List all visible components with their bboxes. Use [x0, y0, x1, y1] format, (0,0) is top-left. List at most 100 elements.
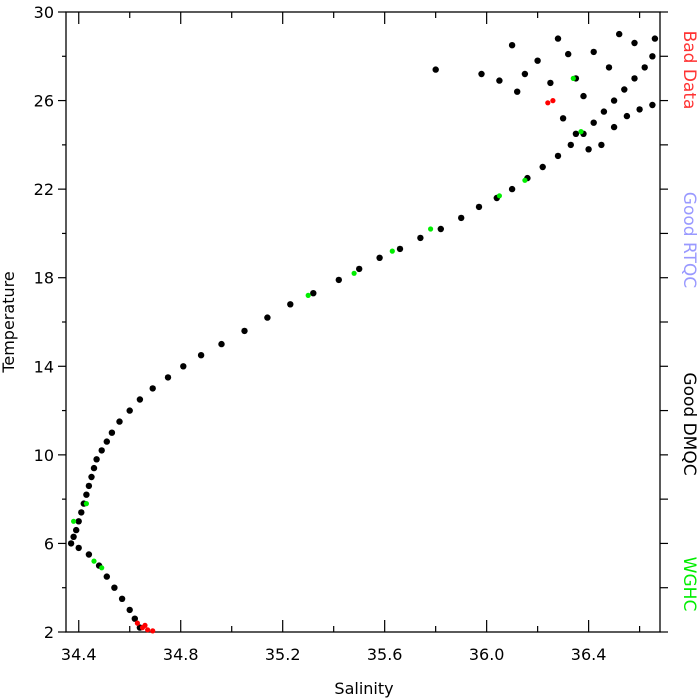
data-point-good-dmqc: [241, 327, 248, 335]
y-tick-label: 22: [34, 180, 54, 199]
data-point-good-dmqc: [539, 163, 546, 171]
data-point-good-dmqc: [335, 276, 342, 284]
data-point-wghc: [496, 193, 502, 199]
data-point-good-dmqc: [554, 35, 562, 42]
data-point-good-dmqc: [164, 374, 172, 381]
data-point-good-dmqc: [631, 39, 638, 47]
data-point-good-dmqc: [103, 438, 111, 445]
y-tick-label: 10: [34, 446, 54, 465]
y-tick-label: 30: [34, 3, 54, 22]
y-axis-title: Temperature: [0, 271, 18, 373]
data-point-good-dmqc: [605, 64, 613, 71]
data-point-good-dmqc: [111, 584, 118, 591]
data-point-good-dmqc: [534, 57, 541, 64]
legend-bad-data: Bad Data: [679, 31, 699, 110]
data-point-good-dmqc: [93, 456, 100, 463]
data-point-good-dmqc: [521, 70, 529, 78]
y-tick-label: 14: [34, 357, 54, 376]
data-point-wghc: [91, 558, 97, 564]
data-point-bad-data: [545, 100, 551, 106]
data-point-good-dmqc: [131, 615, 138, 622]
data-point-good-dmqc: [396, 245, 404, 253]
data-point-good-dmqc: [565, 50, 572, 58]
data-point-wghc: [578, 129, 584, 135]
data-point-good-dmqc: [437, 225, 444, 233]
data-point-good-dmqc: [475, 203, 483, 211]
data-point-good-dmqc: [310, 290, 317, 297]
data-point-bad-data: [145, 627, 151, 633]
data-point-good-dmqc: [621, 86, 628, 93]
data-point-good-dmqc: [108, 429, 116, 436]
data-point-good-dmqc: [649, 101, 656, 109]
x-tick-label: 35.6: [367, 645, 403, 664]
y-tick-label: 2: [44, 623, 54, 642]
data-point-good-dmqc: [554, 152, 562, 160]
data-point-good-dmqc: [85, 482, 93, 490]
data-point-good-dmqc: [631, 75, 638, 82]
data-point-good-dmqc: [572, 130, 580, 137]
data-point-good-dmqc: [649, 53, 656, 60]
data-point-good-dmqc: [598, 141, 605, 149]
data-point-good-dmqc: [287, 301, 294, 308]
data-point-good-dmqc: [641, 64, 648, 71]
data-point-good-dmqc: [478, 70, 485, 78]
data-point-wghc: [389, 248, 395, 254]
x-tick-label: 34.8: [163, 645, 199, 664]
data-point-good-dmqc: [417, 234, 424, 242]
x-tick-label: 36.0: [469, 645, 505, 664]
data-point-good-dmqc: [610, 97, 618, 104]
data-point-good-dmqc: [197, 352, 205, 359]
data-point-good-dmqc: [73, 526, 80, 534]
x-tick-label: 35.2: [265, 645, 301, 664]
data-point-good-dmqc: [651, 35, 659, 42]
data-point-good-dmqc: [75, 544, 82, 552]
data-point-good-dmqc: [116, 418, 123, 425]
data-point-good-dmqc: [610, 123, 618, 131]
data-point-good-dmqc: [547, 79, 554, 87]
y-tick-label: 18: [34, 269, 54, 288]
data-point-good-dmqc: [567, 141, 574, 149]
data-point-wghc: [99, 565, 105, 571]
data-point-good-dmqc: [103, 573, 111, 580]
points-layer: [67, 30, 659, 634]
data-point-good-dmqc: [67, 540, 75, 547]
data-point-good-dmqc: [83, 491, 90, 498]
data-point-wghc: [428, 226, 434, 232]
data-point-wghc: [522, 177, 528, 183]
plot-frame: [65, 11, 661, 633]
data-point-good-dmqc: [496, 77, 503, 84]
legend-wghc: WGHC: [679, 557, 699, 612]
data-point-good-dmqc: [616, 30, 623, 38]
data-point-good-dmqc: [600, 108, 608, 115]
data-point-bad-data: [550, 98, 556, 104]
data-point-good-dmqc: [70, 533, 77, 540]
y-tick-label: 6: [44, 534, 54, 553]
data-point-good-dmqc: [458, 214, 465, 222]
data-point-good-dmqc: [98, 447, 105, 454]
data-point-good-dmqc: [180, 363, 187, 370]
data-point-good-dmqc: [126, 407, 133, 414]
data-point-good-dmqc: [590, 48, 597, 56]
data-point-good-dmqc: [118, 595, 126, 602]
data-point-wghc: [570, 75, 576, 81]
data-point-wghc: [305, 292, 311, 298]
data-point-good-dmqc: [376, 254, 383, 261]
x-tick-label: 36.4: [571, 645, 607, 664]
data-point-wghc: [83, 501, 89, 507]
data-point-good-dmqc: [149, 385, 156, 392]
x-tick-label: 34.4: [61, 645, 97, 664]
data-point-good-dmqc: [126, 606, 133, 614]
legend-good-dmqc: Good DMQC: [679, 372, 699, 475]
data-point-bad-data: [142, 622, 148, 629]
data-point-bad-data: [150, 628, 156, 634]
data-point-good-dmqc: [85, 551, 93, 558]
data-point-wghc: [351, 270, 357, 276]
data-point-good-dmqc: [514, 88, 521, 95]
data-point-good-dmqc: [590, 119, 597, 126]
data-point-good-dmqc: [264, 314, 271, 321]
data-point-good-dmqc: [508, 185, 516, 193]
y-tick-label: 26: [34, 92, 54, 111]
data-point-good-dmqc: [136, 396, 144, 403]
